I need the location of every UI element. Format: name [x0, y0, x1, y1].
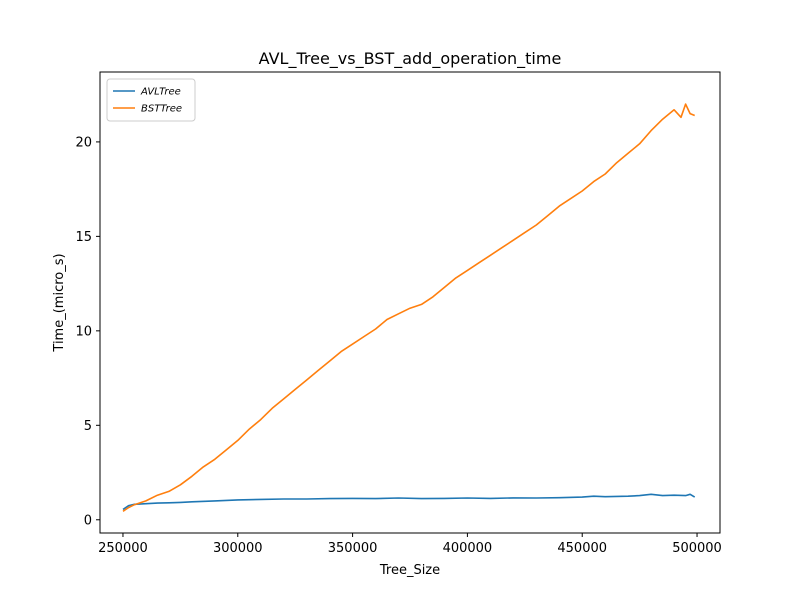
y-tick-label: 20 [75, 135, 92, 150]
y-tick-label: 0 [84, 513, 92, 528]
x-tick-label: 450000 [557, 541, 607, 556]
x-tick-label: 400000 [443, 541, 493, 556]
legend-label-avltree: AVLTree [140, 87, 181, 98]
legend-box [106, 78, 196, 122]
ticks: 250000 300000 350000 400000 450000 500000 0 5 10… [75, 135, 721, 556]
legend: AVLTree BSTTree [106, 78, 196, 122]
x-tick-label: 250000 [98, 541, 148, 556]
x-axis-label: Tree_Size [379, 563, 440, 578]
x-tick-label: 300000 [213, 541, 263, 556]
y-tick-label: 15 [75, 230, 92, 245]
axes-frame [99, 71, 721, 534]
x-tick-label: 500000 [672, 541, 722, 556]
y-tick-label: 10 [75, 324, 92, 339]
plot-area [122, 103, 696, 512]
series-line-bsttree [122, 103, 696, 512]
y-axis-label: Time_(micro_s) [52, 253, 67, 352]
legend-label-bsttree: BSTTree [141, 104, 182, 115]
series-line-avltree [122, 493, 696, 511]
y-tick-label: 5 [84, 419, 92, 434]
chart-title: AVL_Tree_vs_BST_add_operation_time [259, 49, 562, 69]
x-tick-label: 350000 [328, 541, 378, 556]
